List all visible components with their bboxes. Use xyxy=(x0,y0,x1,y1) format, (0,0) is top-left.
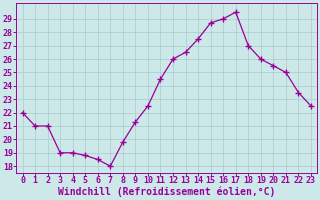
X-axis label: Windchill (Refroidissement éolien,°C): Windchill (Refroidissement éolien,°C) xyxy=(58,187,276,197)
